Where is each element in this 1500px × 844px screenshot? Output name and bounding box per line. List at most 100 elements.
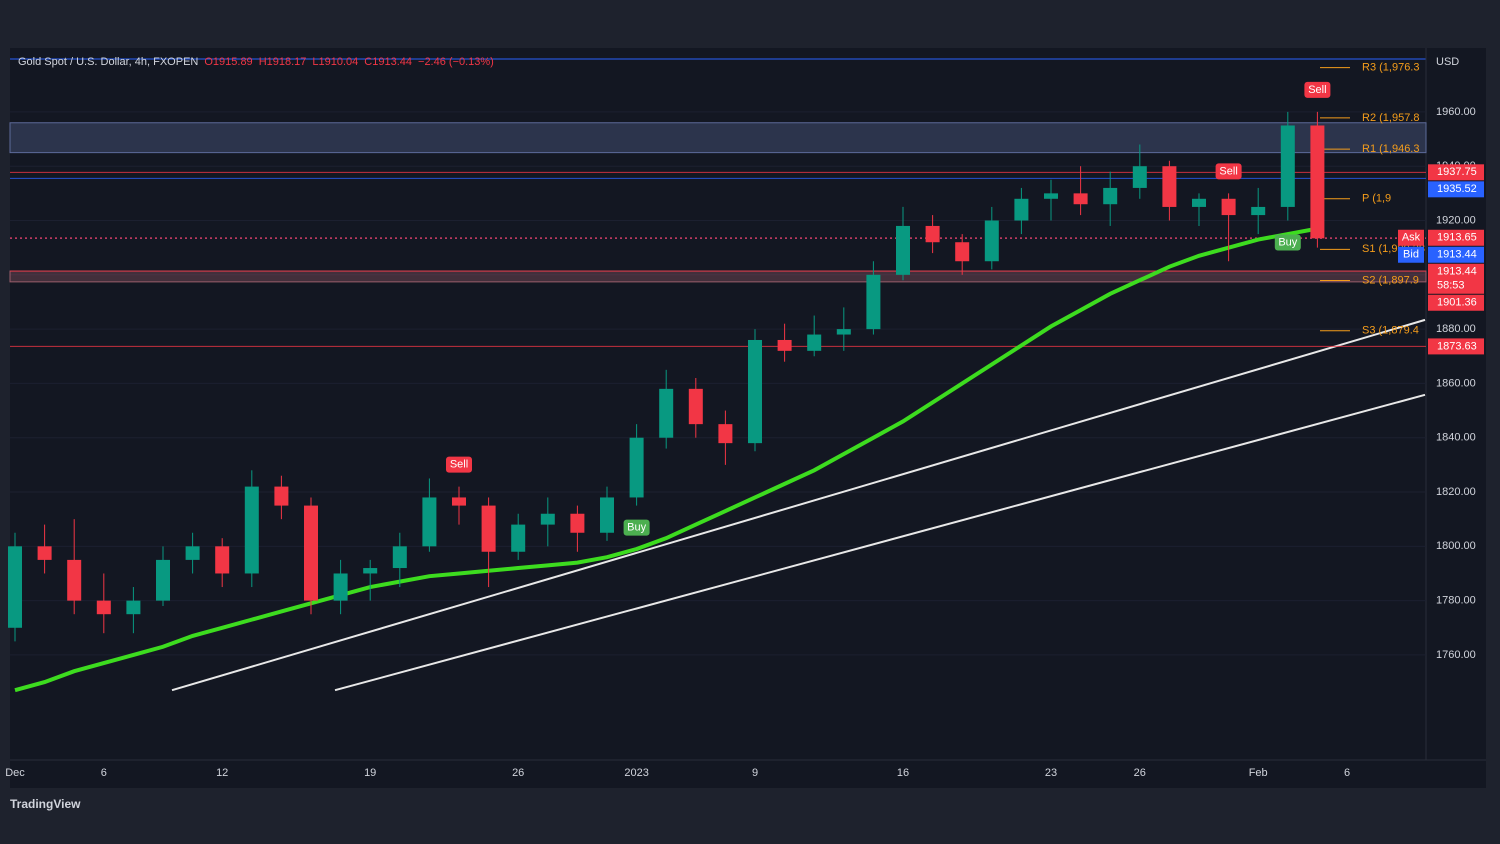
zone (9, 270, 1427, 283)
price-tag (1428, 246, 1484, 263)
candle-body (896, 225, 910, 275)
ohlc-change: −2.46 (−0.13%) (418, 56, 494, 68)
ohlc-low: L1910.04 (312, 56, 359, 68)
candle-body (363, 568, 378, 574)
pivot-label: S2 (1,897.9 (1362, 274, 1419, 286)
price-tag (1428, 181, 1484, 198)
price-tag-label: 1901.36 (1437, 297, 1477, 309)
y-tick-label: 1860.00 (1436, 377, 1476, 389)
trendline (171, 318, 1426, 692)
candle-body (748, 339, 762, 444)
x-tick-label: 6 (101, 767, 107, 779)
x-tick-label: 26 (512, 767, 524, 779)
candle-body (718, 424, 733, 444)
candle-body (8, 546, 22, 628)
candle-body (1221, 198, 1236, 216)
candle-body (126, 600, 141, 615)
x-tick-label: 16 (897, 767, 909, 779)
signal-label: Buy (1278, 236, 1297, 248)
brand[interactable]: TradingView (10, 797, 81, 811)
x-tick-label: Dec (5, 767, 25, 779)
candle-body (156, 559, 170, 601)
y-tick-label: 1960.00 (1436, 106, 1476, 118)
price-tag-label: 1873.63 (1437, 340, 1477, 352)
candle-body (984, 220, 999, 262)
candle-body (629, 437, 644, 498)
candle-body (836, 329, 851, 335)
y-tick-label: 1840.00 (1436, 432, 1476, 444)
candle-body (807, 334, 822, 351)
legend-header: Gold Spot / U.S. Dollar, 4h, FXOPEN O191… (18, 56, 494, 68)
x-tick-label: 19 (364, 767, 376, 779)
signal-badge (1304, 81, 1331, 98)
pivot-label: P (1,9 (1362, 193, 1391, 205)
candle-body (37, 546, 52, 560)
candle-body (392, 546, 407, 569)
y-tick-label: 1920.00 (1436, 214, 1476, 226)
y-tick-label: 1880.00 (1436, 323, 1476, 335)
tag-badge (1398, 246, 1424, 263)
x-tick-label: 9 (752, 767, 758, 779)
price-tag-label: 1913.44 (1437, 249, 1477, 261)
x-tick-label: 23 (1045, 767, 1057, 779)
price-tag (1428, 229, 1484, 246)
candle-body (333, 573, 348, 601)
y-tick-label: 1760.00 (1436, 649, 1476, 661)
signal-badge (1215, 163, 1242, 180)
x-tick-label: 12 (216, 767, 228, 779)
x-tick-label: 6 (1344, 767, 1350, 779)
candle-body (1310, 125, 1325, 239)
currency: USD (1436, 56, 1459, 68)
candle-body (481, 505, 496, 552)
candle-body (1251, 206, 1266, 216)
pivot-label: R2 (1,957.8 (1362, 112, 1419, 124)
candle-body (955, 242, 970, 262)
candle-body (866, 274, 881, 330)
signal-label: Sell (450, 458, 468, 470)
candle-body (422, 497, 437, 547)
candle-body (600, 497, 614, 533)
ohlc-open: O1915.89 (204, 56, 253, 68)
ohlc-close: C1913.44 (364, 56, 413, 68)
x-tick-label: 26 (1134, 767, 1146, 779)
signal-label: Sell (1308, 84, 1326, 96)
candle-body (540, 513, 555, 525)
candle-body (215, 546, 230, 574)
pivot-label: R1 (1,946.3 (1362, 143, 1419, 155)
signal-badge (623, 519, 650, 536)
y-tick-label: 1780.00 (1436, 595, 1476, 607)
candle-body (67, 559, 82, 601)
candle-body (659, 388, 674, 438)
candle-body (185, 546, 200, 560)
candle-body (1014, 198, 1029, 221)
tag-label: Ask (1402, 232, 1421, 244)
tag-label: Bid (1403, 249, 1419, 261)
candle-body (304, 505, 318, 601)
candle-body (96, 600, 111, 615)
candle-body (1162, 166, 1177, 207)
moving-average (14, 226, 1318, 693)
signal-badge (1274, 234, 1301, 251)
pivot-label: R3 (1,976.3 (1362, 62, 1419, 74)
y-tick-label: 1820.00 (1436, 486, 1476, 498)
price-tag-label: 1913.44 (1437, 266, 1477, 278)
price-tag (1428, 294, 1484, 311)
countdown: 58:53 (1437, 280, 1465, 292)
candle-body (244, 486, 259, 574)
ohlc-high: H1918.17 (258, 56, 307, 68)
trendline (334, 393, 1426, 692)
candle-body (452, 497, 466, 506)
candle-body (274, 486, 289, 506)
zone (9, 122, 1427, 154)
price-tag-label: 1935.52 (1437, 183, 1477, 195)
price-tag (1428, 164, 1484, 181)
price-tag-label: 1913.65 (1437, 232, 1477, 244)
candle-body (1073, 193, 1088, 205)
candle-body (925, 225, 940, 243)
candle-body (1044, 193, 1058, 199)
candle-body (570, 513, 585, 533)
price-tag (1428, 338, 1484, 355)
signal-label: Sell (1219, 165, 1237, 177)
